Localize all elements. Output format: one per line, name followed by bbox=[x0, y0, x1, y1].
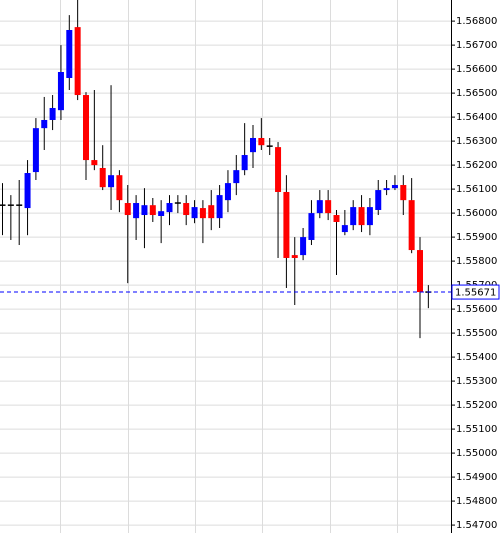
candle-body bbox=[258, 137, 265, 146]
candle-body bbox=[375, 190, 382, 210]
candle-body bbox=[149, 205, 156, 216]
candle-body bbox=[391, 185, 398, 189]
candle-body bbox=[408, 200, 415, 251]
candle-body bbox=[116, 175, 123, 201]
candle-body bbox=[275, 147, 282, 192]
y-tick-label: 1.54900 bbox=[456, 472, 497, 483]
candle-body bbox=[24, 173, 31, 209]
candle-body bbox=[350, 207, 357, 226]
candle-body bbox=[283, 191, 290, 258]
candle-body bbox=[333, 215, 340, 222]
candle-body bbox=[166, 203, 173, 213]
candle-body bbox=[41, 119, 48, 129]
candle-body bbox=[417, 250, 423, 293]
y-tick-label: 1.55400 bbox=[456, 352, 497, 363]
candle-body bbox=[57, 71, 64, 111]
y-tick-label: 1.55300 bbox=[456, 376, 497, 387]
candle-body bbox=[99, 167, 106, 188]
candle-body bbox=[208, 205, 215, 219]
last-price-label: 1.55671 bbox=[455, 288, 496, 299]
candle-body bbox=[241, 155, 248, 171]
y-tick-label: 1.56700 bbox=[456, 40, 497, 51]
candle-body bbox=[83, 95, 89, 161]
candle-body bbox=[250, 137, 256, 153]
candle-body bbox=[49, 107, 56, 120]
y-tick-label: 1.56500 bbox=[456, 88, 497, 99]
y-tick-label: 1.56600 bbox=[456, 64, 497, 75]
candle-body bbox=[74, 27, 81, 96]
candle-body bbox=[300, 237, 307, 256]
y-tick-label: 1.55000 bbox=[456, 448, 497, 459]
candle-body bbox=[216, 195, 223, 219]
last-price-box bbox=[451, 284, 500, 300]
y-tick-label: 1.55100 bbox=[456, 424, 497, 435]
candle-body bbox=[199, 208, 206, 219]
y-tick-label: 1.55800 bbox=[456, 256, 497, 267]
candle-body bbox=[133, 203, 140, 219]
candle-body bbox=[325, 200, 332, 214]
candle-body bbox=[91, 160, 98, 166]
candle-body bbox=[158, 211, 165, 216]
y-tick-label: 1.55500 bbox=[456, 328, 497, 339]
candle-body bbox=[308, 213, 315, 240]
candle-body bbox=[124, 203, 131, 216]
candle-body bbox=[341, 225, 348, 233]
candle-body bbox=[191, 207, 198, 219]
y-tick-label: 1.55600 bbox=[456, 304, 497, 315]
y-tick-label: 1.54700 bbox=[456, 520, 497, 531]
y-tick-label: 1.56000 bbox=[456, 208, 497, 219]
y-tick-label: 1.56400 bbox=[456, 112, 497, 123]
candle-body bbox=[316, 200, 323, 214]
candle-body bbox=[366, 207, 373, 226]
candle-body bbox=[108, 175, 115, 188]
y-tick-label: 1.56800 bbox=[456, 16, 497, 27]
candle-body bbox=[358, 207, 365, 226]
candle-body bbox=[383, 188, 390, 191]
candle-body bbox=[183, 203, 190, 216]
candle-body bbox=[32, 128, 39, 173]
y-tick-label: 1.54800 bbox=[456, 496, 497, 507]
y-tick-label: 1.55200 bbox=[456, 400, 497, 411]
candle-body bbox=[224, 183, 231, 201]
y-tick-label: 1.55900 bbox=[456, 232, 497, 243]
candle-body bbox=[400, 185, 407, 201]
candle-body bbox=[66, 29, 73, 78]
y-tick-label: 1.56300 bbox=[456, 136, 497, 147]
candle-body bbox=[141, 205, 148, 216]
candle-body bbox=[291, 255, 298, 258]
candle-body bbox=[233, 170, 240, 184]
y-tick-label: 1.56200 bbox=[456, 160, 497, 171]
y-tick-label: 1.56100 bbox=[456, 184, 497, 195]
